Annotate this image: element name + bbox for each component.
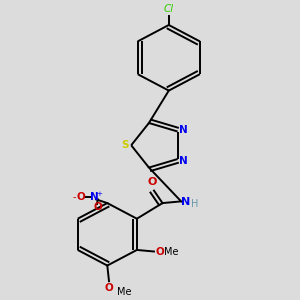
Text: S: S — [121, 140, 129, 150]
Text: Cl: Cl — [164, 4, 174, 14]
Text: O: O — [156, 247, 164, 256]
Text: Me: Me — [117, 287, 131, 297]
Text: O: O — [105, 283, 113, 293]
Text: O: O — [76, 192, 85, 202]
Text: O: O — [93, 202, 102, 212]
Text: Me: Me — [164, 247, 178, 256]
Text: -: - — [72, 192, 76, 202]
Text: N: N — [179, 125, 188, 135]
Text: N: N — [90, 192, 99, 202]
Text: N: N — [181, 196, 190, 206]
Text: N: N — [179, 156, 188, 166]
Text: H: H — [190, 199, 198, 209]
Text: +: + — [97, 191, 102, 197]
Text: O: O — [148, 178, 157, 188]
